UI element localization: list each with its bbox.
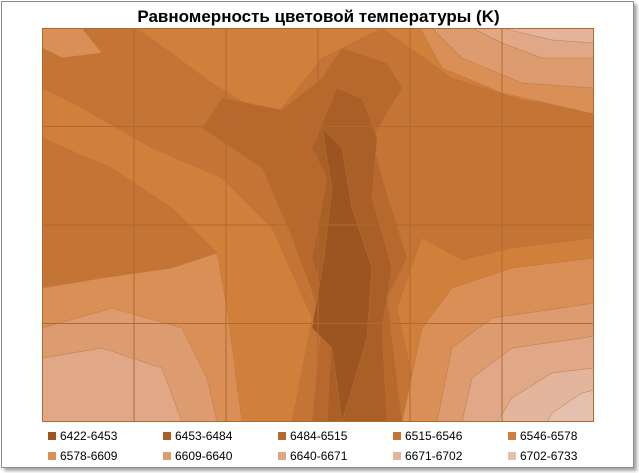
legend: 6422-6453 6453-6484 6484-6515 6515-6546 6546… [48,428,608,468]
legend-item: 6546-6578 [508,428,577,444]
legend-label: 6453-6484 [175,429,233,443]
chart-frame: Равномерность цветовой температуры (K) 6… [1,1,634,468]
legend-item: 6578-6609 [48,448,117,464]
contour-band-6422-6453 [311,126,373,422]
legend-label: 6484-6515 [290,429,348,443]
legend-label: 6546-6578 [520,429,578,443]
legend-label: 6422-6453 [60,429,118,443]
legend-label: 6640-6671 [290,449,348,463]
legend-swatch [393,452,401,460]
legend-swatch [163,452,171,460]
legend-label: 6578-6609 [60,449,118,463]
contour-band-6702-6733 [546,389,594,422]
legend-item: 6671-6702 [393,448,462,464]
legend-swatch [393,432,401,440]
legend-item: 6640-6671 [278,448,347,464]
legend-label: 6702-6733 [520,449,578,463]
legend-swatch [278,432,286,440]
legend-swatch [278,452,286,460]
legend-swatch [163,432,171,440]
legend-item: 6515-6546 [393,428,462,444]
contour-band-6578-6609 [42,28,103,59]
legend-item: 6422-6453 [48,428,117,444]
legend-swatch [508,432,516,440]
chart-title: Равномерность цветовой температуры (K) [137,7,500,26]
legend-swatch [508,452,516,460]
legend-item: 6609-6640 [163,448,232,464]
legend-swatch [48,432,56,440]
legend-label: 6515-6546 [405,429,463,443]
contour-band-6671-6702 [501,28,594,44]
contour-plot [42,28,594,422]
legend-label: 6609-6640 [175,449,233,463]
legend-item: 6702-6733 [508,448,577,464]
legend-item: 6453-6484 [163,428,232,444]
legend-label: 6671-6702 [405,449,463,463]
legend-item: 6484-6515 [278,428,347,444]
legend-swatch [48,452,56,460]
contour-band-6640-6671 [42,347,183,422]
